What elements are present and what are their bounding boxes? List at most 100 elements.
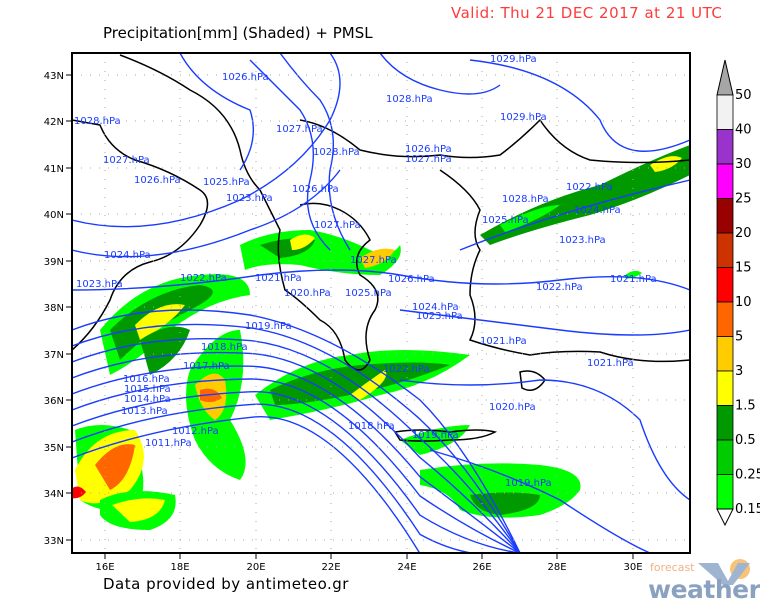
pressure-label: 1023.hPa [76, 279, 123, 290]
latitude-label: 39N [44, 257, 64, 268]
isobar-line [399, 309, 690, 336]
data-credit: Data provided by antimeteo.gr [103, 575, 349, 593]
coastline [119, 54, 261, 191]
pressure-label: 1026.hPa [388, 274, 435, 285]
valid-time: Valid: Thu 21 DEC 2017 at 21 UTC [451, 4, 723, 22]
isobar-line [429, 449, 651, 553]
pressure-label: 1022.hPa [180, 273, 227, 284]
precipitation-area [95, 444, 135, 490]
precipitation-area [500, 205, 560, 232]
pressure-label: 1022.hPa [383, 364, 430, 375]
pressure-label: 1021.hPa [610, 274, 657, 285]
pressure-label: 1022.hPa [566, 182, 613, 193]
isobar-line [399, 379, 690, 501]
colorbar: 50 40 30 25 20 15 10 5 3 1.5 0.5 0.25 0.15 [716, 59, 760, 527]
precipitation-area [350, 370, 387, 400]
pressure-label: 1029.hPa [500, 112, 547, 123]
pressure-label: 1025.hPa [482, 215, 529, 226]
precipitation-area [140, 326, 190, 375]
colorbar-label: 25 [735, 192, 752, 207]
pressure-label: 1025.hPa [203, 177, 250, 188]
pressure-label: 1021.hPa [480, 336, 527, 347]
colorbar-segment [716, 405, 734, 441]
colorbar-label: 15 [735, 261, 752, 276]
pressure-label: 1027.hPa [103, 155, 150, 166]
colorbar-label: 1.5 [735, 399, 756, 414]
weather-logo-icon [698, 559, 750, 585]
pressure-label: 1022.hPa [536, 282, 583, 293]
pressure-label: 1026.hPa [134, 175, 181, 186]
logo-weather-text: weather [648, 575, 760, 604]
latitude-label: 38N [44, 303, 64, 314]
pressure-label: 1021.hPa [587, 358, 634, 369]
colorbar-over-arrow [716, 59, 734, 96]
forecast-weather-logo: forecast weather [648, 555, 760, 608]
pressure-label: 1013.hPa [121, 406, 168, 417]
precipitation-area [625, 270, 642, 279]
pressure-label: 1019.hPa [245, 321, 292, 332]
pressure-label: 1016.hPa [123, 374, 170, 385]
pressure-label: 1024.hPa [574, 205, 621, 216]
longitude-label: 20E [246, 562, 265, 573]
logo-forecast-text: forecast [650, 561, 695, 574]
coastline [299, 118, 690, 164]
pressure-label: 1026.hPa [222, 72, 269, 83]
isobar-line [72, 337, 521, 553]
isobar-line [379, 53, 501, 95]
longitude-label: 18E [170, 562, 189, 573]
colorbar-segment [716, 474, 734, 510]
colorbar-segment [716, 94, 734, 130]
isobar-line [72, 269, 690, 291]
colorbar-segment [716, 198, 734, 234]
latitude-label: 33N [44, 536, 64, 547]
latitude-label: 42N [44, 117, 64, 128]
colorbar-segment [716, 336, 734, 372]
pressure-label: 1019.hPa [505, 478, 552, 489]
longitude-label: 16E [95, 562, 114, 573]
longitude-label: 26E [472, 562, 491, 573]
colorbar-segment [716, 370, 734, 406]
colorbar-segment [716, 301, 734, 337]
pressure-label: 1018.hPa [201, 342, 248, 353]
precipitation-area [135, 304, 185, 340]
isobar-line [72, 378, 521, 553]
longitude-label: 30E [623, 562, 642, 573]
colorbar-segment [716, 267, 734, 303]
axis-labels: 43N 42N 41N 40N 39N 38N 37N 36N 35N 34N 33N 16E 18E 2… [44, 71, 643, 573]
pressure-label: 1027.hPa [314, 220, 361, 231]
pressure-label: 1028.hPa [313, 147, 360, 158]
isobar-line [179, 53, 255, 171]
colorbar-label: 0.5 [735, 433, 756, 448]
colorbar-segment [716, 129, 734, 165]
pressure-label: 1026.hPa [292, 184, 339, 195]
precipitation-area [72, 486, 86, 499]
colorbar-label: 10 [735, 295, 752, 310]
colorbar-segment [716, 163, 734, 199]
pressure-label: 1026.hPa [405, 144, 452, 155]
colorbar-label: 0.15 [735, 502, 760, 517]
pressure-label: 1027.hPa [405, 154, 452, 165]
longitude-label: 24E [397, 562, 416, 573]
isobar-line [72, 403, 520, 553]
colorbar-label: 20 [735, 226, 752, 241]
coastline [393, 429, 498, 442]
pressure-label: 1023.hPa [559, 235, 606, 246]
coastline [72, 119, 209, 351]
isobar-line [72, 415, 520, 553]
pressure-label: 1023.hPa [226, 193, 273, 204]
pressure-label: 1020.hPa [284, 288, 331, 299]
pressure-label: 1027.hPa [276, 124, 323, 135]
pressure-label: 1029.hPa [490, 54, 537, 65]
latitude-label: 34N [44, 489, 64, 500]
precipitation-shading [72, 145, 690, 530]
colorbar-label: 50 [735, 88, 752, 103]
pressure-label: 1028.hPa [74, 116, 121, 127]
precipitation-area [290, 234, 315, 250]
pressure-label: 1018.hPa [348, 421, 395, 432]
colorbar-label: 0.25 [735, 468, 760, 483]
precipitation-area [400, 425, 470, 455]
isobar-line [72, 391, 521, 553]
isobar-line [469, 59, 690, 152]
pressure-label: 1020.hPa [489, 402, 536, 413]
